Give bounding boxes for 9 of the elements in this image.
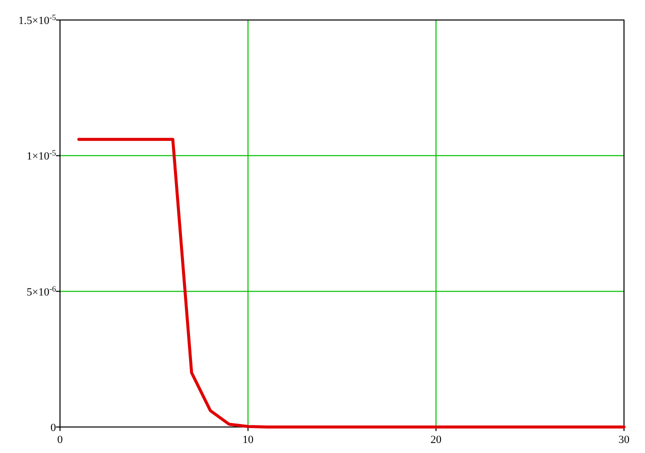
x-tick-label: 10 bbox=[242, 434, 254, 446]
line-series bbox=[77, 138, 626, 428]
x-tick-label: 0 bbox=[57, 434, 64, 446]
y-tick-label: 1×10$^{-5}$ bbox=[26, 148, 56, 163]
y-tick-label: 0 bbox=[50, 422, 56, 434]
x-tick-label: 20 bbox=[430, 434, 442, 446]
y-tick-label: 1.5×10$^{-5}$ bbox=[18, 12, 56, 27]
x-tick-label: 30 bbox=[618, 434, 630, 446]
y-tick-label: 5×10$^{-6}$ bbox=[26, 284, 56, 298]
